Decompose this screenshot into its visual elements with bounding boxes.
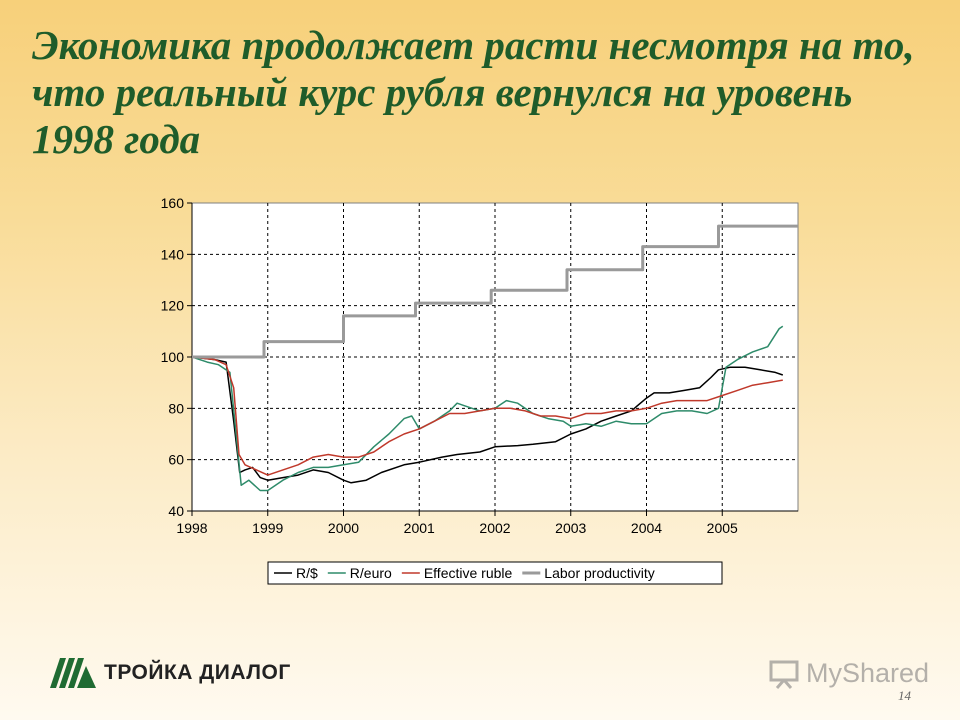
troika-logo-icon <box>50 658 96 688</box>
y-tick-labels: 40 60 80 100 120 140 160 <box>161 195 192 519</box>
y-tick-label: 100 <box>161 349 185 365</box>
legend-label: R/euro <box>350 565 392 581</box>
slide-title: Экономика продолжает расти несмотря на т… <box>32 22 915 162</box>
series-lines <box>191 224 798 492</box>
page-number: 14 <box>898 688 911 703</box>
legend-label: R/$ <box>296 565 318 581</box>
x-tick-label: 2002 <box>479 520 510 536</box>
y-tick-label: 60 <box>168 452 184 468</box>
series-line-r <box>191 356 784 484</box>
x-tick-labels: 1998 1999 2000 2001 2002 2003 2004 2005 <box>176 511 738 536</box>
y-tick-label: 140 <box>161 246 185 262</box>
x-tick-label: 2005 <box>707 520 738 536</box>
legend-label: Labor productivity <box>544 565 655 581</box>
legend: R/$ R/euro Effective ruble Labor productivi… <box>267 561 723 585</box>
watermark-text: MyShared <box>806 658 930 688</box>
x-tick-label: 2000 <box>328 520 359 536</box>
logo-text: ТРОЙКА ДИАЛОГ <box>104 661 291 684</box>
series-line-effective-ruble <box>191 356 783 476</box>
x-tick-label: 1999 <box>252 520 283 536</box>
watermark: MyShared <box>768 658 929 689</box>
y-tick-label: 160 <box>161 195 185 211</box>
legend-box <box>267 561 723 585</box>
legend-label: Effective ruble <box>424 565 513 581</box>
series-line-labor-productivity <box>192 224 798 359</box>
x-tick-label: 2003 <box>555 520 586 536</box>
x-tick-label: 2004 <box>631 520 662 536</box>
series-line-r-euro <box>191 325 784 492</box>
x-tick-label: 2001 <box>404 520 435 536</box>
grid-lines <box>192 203 798 511</box>
company-logo: ТРОЙКА ДИАЛОГ <box>50 658 291 688</box>
x-tick-label: 1998 <box>176 520 207 536</box>
y-tick-label: 40 <box>168 503 184 519</box>
presentation-icon <box>769 660 799 689</box>
y-tick-label: 80 <box>168 400 184 416</box>
y-tick-label: 120 <box>161 298 185 314</box>
